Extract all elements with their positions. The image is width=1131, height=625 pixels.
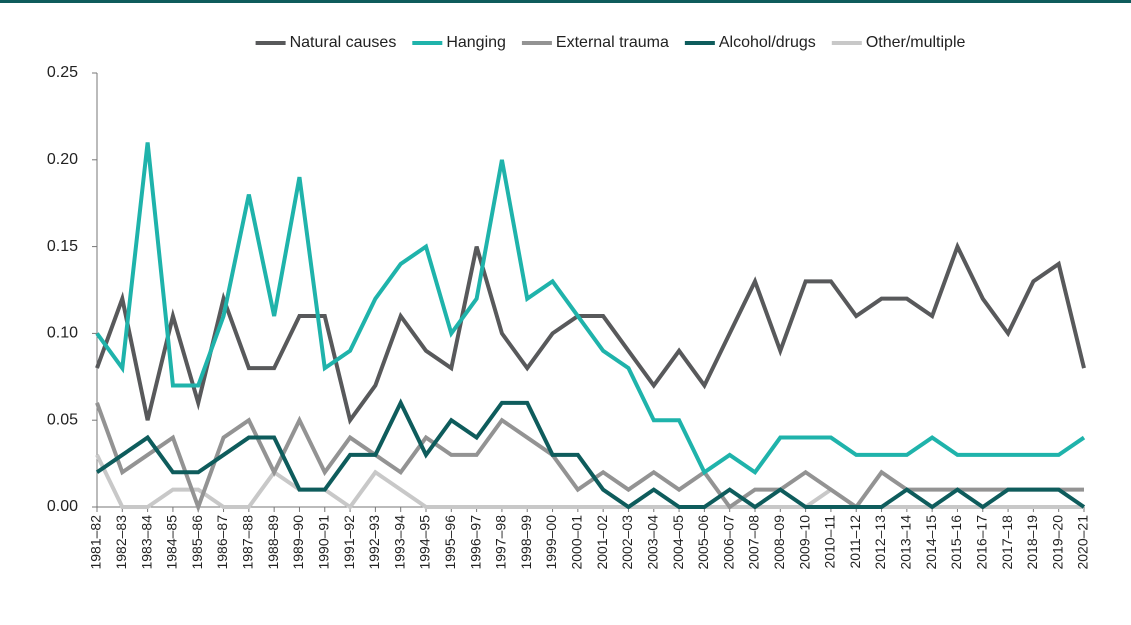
x-tick-label: 2009–10 (796, 515, 812, 570)
x-tick-label: 2006–07 (720, 515, 736, 570)
x-tick-label: 1983–84 (138, 515, 154, 570)
x-tick-label: 1981–82 (88, 515, 104, 570)
x-tick-label: 1998–99 (518, 515, 534, 570)
y-tick-label: 0.15 (47, 238, 78, 255)
x-tick-label: 1986–87 (214, 515, 230, 570)
series-line (95, 398, 1086, 510)
x-tick-label: 2011–12 (847, 515, 863, 569)
series-line (95, 142, 1086, 476)
x-tick-label: 2001–02 (594, 515, 610, 570)
x-tick-label: 2000–01 (569, 515, 585, 570)
x-tick-label: 1988–89 (265, 515, 281, 570)
x-tick-label: 2004–05 (670, 515, 686, 570)
y-tick-label: 0.20 (47, 151, 78, 168)
x-tick-label: 2008–09 (771, 515, 787, 570)
legend-label: Natural causes (290, 34, 397, 51)
x-tick-label: 1987–88 (240, 515, 256, 570)
x-tick-label: 1994–95 (417, 515, 433, 570)
x-tick-label: 1989–90 (290, 515, 306, 570)
x-tick-label: 2016–17 (973, 515, 989, 570)
x-tick-label: 1996–97 (467, 515, 483, 570)
y-tick-label: 0.05 (47, 411, 78, 428)
x-tick-label: 1997–98 (493, 515, 509, 570)
x-tick-label: 1995–96 (442, 515, 458, 570)
y-tick-label: 0.00 (47, 498, 78, 515)
x-tick-label: 1993–94 (391, 515, 407, 570)
y-tick-label: 0.10 (47, 325, 78, 342)
x-tick-label: 2007–08 (746, 515, 762, 570)
x-tick-label: 1990–91 (315, 515, 331, 570)
x-tick-label: 2012–13 (872, 515, 888, 570)
legend-label: Other/multiple (866, 34, 966, 51)
x-tick-label: 2002–03 (619, 515, 635, 570)
x-tick-label: 1982–83 (113, 515, 129, 570)
x-tick-label: 1984–85 (164, 515, 180, 570)
x-tick-label: 2014–15 (923, 515, 939, 570)
x-tick-label: 1999–00 (543, 515, 559, 570)
series-line (95, 454, 1084, 510)
x-tick-label: 2017–18 (999, 515, 1015, 570)
x-tick-label: 2015–16 (948, 515, 964, 570)
x-tick-label: 2020–21 (1075, 515, 1091, 570)
top-border (0, 0, 1131, 3)
x-tick-label: 2010–11 (822, 515, 838, 569)
legend-label: Hanging (446, 34, 506, 51)
series-line (95, 402, 1084, 513)
x-tick-label: 1992–93 (366, 515, 382, 570)
legend-label: Alcohol/drugs (719, 34, 816, 51)
x-tick-label: 2018–19 (1024, 515, 1040, 570)
x-tick-label: 2005–06 (695, 515, 711, 570)
x-tick-label: 1991–92 (341, 515, 357, 570)
series-line (95, 241, 1086, 425)
x-tick-label: 2013–14 (898, 515, 914, 570)
x-tick-label: 2019–20 (1049, 515, 1065, 570)
x-tick-label: 2003–04 (644, 515, 660, 570)
legend-label: External trauma (556, 34, 669, 51)
x-tick-label: 1985–86 (189, 515, 205, 570)
y-tick-label: 0.25 (47, 64, 78, 81)
